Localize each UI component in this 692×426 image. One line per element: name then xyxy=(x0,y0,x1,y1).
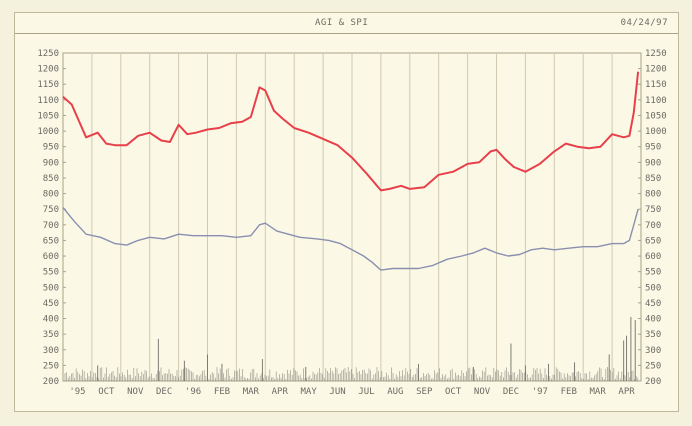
y-tick-label-left: 1050 xyxy=(37,111,59,121)
y-tick-label-right: 700 xyxy=(645,221,661,231)
x-tick-label: '97 xyxy=(532,387,548,397)
y-tick-label-left: 700 xyxy=(43,221,59,231)
y-tick-label-left: 300 xyxy=(43,346,59,356)
y-tick-label-right: 500 xyxy=(645,283,661,293)
x-tick-label: MAY xyxy=(301,387,318,397)
y-tick-label-right: 600 xyxy=(645,252,661,262)
y-tick-label-right: 350 xyxy=(645,330,661,340)
y-tick-label-right: 750 xyxy=(645,205,661,215)
y-tick-label-right: 200 xyxy=(645,377,661,387)
y-tick-label-right: 1250 xyxy=(645,49,667,59)
y-tick-label-left: 200 xyxy=(43,377,59,387)
y-tick-label-left: 950 xyxy=(43,143,59,153)
y-tick-label-left: 850 xyxy=(43,174,59,184)
x-tick-label: DEC xyxy=(503,387,519,397)
y-tick-label-right: 950 xyxy=(645,143,661,153)
y-tick-label-left: 1250 xyxy=(37,49,59,59)
y-tick-label-left: 1150 xyxy=(37,80,59,90)
y-tick-label-right: 1100 xyxy=(645,96,667,106)
series-line-lower xyxy=(62,207,639,271)
y-tick-label-left: 500 xyxy=(43,283,59,293)
y-tick-label-left: 450 xyxy=(43,299,59,309)
chart-title: AGI & SPI xyxy=(315,18,369,28)
y-tick-label-right: 650 xyxy=(645,236,661,246)
y-tick-label-right: 550 xyxy=(645,268,661,278)
y-tick-label-right: 900 xyxy=(645,158,661,168)
y-tick-label-right: 1200 xyxy=(645,65,667,75)
y-tick-label-right: 450 xyxy=(645,299,661,309)
y-tick-label-left: 350 xyxy=(43,330,59,340)
x-tick-label: MAR xyxy=(590,387,607,397)
y-tick-label-right: 1000 xyxy=(645,127,667,137)
y-tick-label-left: 1000 xyxy=(37,127,59,137)
x-tick-label: FEB xyxy=(561,387,577,397)
y-tick-label-left: 1200 xyxy=(37,65,59,75)
x-tick-label: '96 xyxy=(185,387,201,397)
line-chart: '95 OCT NOV DEC '96 FEB MAR APR MAY JUN JUL AUG SEP O… xyxy=(37,49,667,397)
x-tick-label: APR xyxy=(618,387,635,397)
y-tick-label-right: 800 xyxy=(645,190,661,200)
y-tick-label-left: 600 xyxy=(43,252,59,262)
x-tick-label: DEC xyxy=(156,387,172,397)
y-tick-label-left: 250 xyxy=(43,361,59,371)
y-tick-label-left: 750 xyxy=(43,205,59,215)
chart-date: 04/24/97 xyxy=(620,18,668,28)
y-tick-label-right: 1050 xyxy=(645,111,667,121)
y-tick-label-left: 800 xyxy=(43,190,59,200)
x-tick-label: JUL xyxy=(358,387,374,397)
x-tick-label: NOV xyxy=(127,387,144,397)
y-tick-label-right: 850 xyxy=(645,174,661,184)
chart-title-bar: AGI & SPI 04/24/97 xyxy=(15,13,678,34)
y-tick-label-right: 400 xyxy=(645,315,661,325)
x-tick-label: '95 xyxy=(69,387,85,397)
x-tick-label: FEB xyxy=(214,387,230,397)
y-tick-label-left: 650 xyxy=(43,236,59,246)
y-tick-label-right: 250 xyxy=(645,361,661,371)
y-tick-label-left: 1100 xyxy=(37,96,59,106)
x-tick-label: NOV xyxy=(474,387,491,397)
x-tick-label: SEP xyxy=(416,387,433,397)
y-tick-label-right: 300 xyxy=(645,346,661,356)
y-tick-label-right: 1150 xyxy=(645,80,667,90)
x-tick-label: AUG xyxy=(387,387,403,397)
x-tick-label: JUN xyxy=(329,387,345,397)
x-tick-label: OCT xyxy=(445,387,462,397)
y-tick-label-left: 550 xyxy=(43,268,59,278)
x-tick-label: APR xyxy=(272,387,289,397)
x-tick-label: MAR xyxy=(243,387,260,397)
y-tick-label-left: 900 xyxy=(43,158,59,168)
chart-frame: AGI & SPI 04/24/97 '95 OCT NOV DEC '96 FEB MAR… xyxy=(14,12,679,412)
series-line-upper xyxy=(62,71,640,192)
x-tick-label: OCT xyxy=(98,387,115,397)
y-tick-label-left: 400 xyxy=(43,315,59,325)
